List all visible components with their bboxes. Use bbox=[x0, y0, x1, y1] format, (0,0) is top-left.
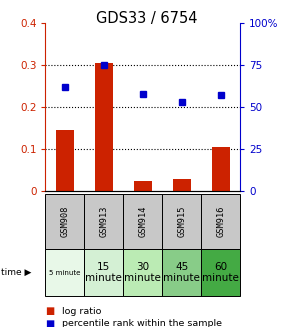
Bar bbox=[95, 63, 113, 191]
Text: ■: ■ bbox=[45, 306, 55, 316]
Text: ■: ■ bbox=[45, 319, 55, 327]
Text: GSM915: GSM915 bbox=[177, 205, 186, 237]
Text: 30
minute: 30 minute bbox=[125, 262, 161, 283]
Text: 45
minute: 45 minute bbox=[163, 262, 200, 283]
Bar bbox=[56, 130, 74, 191]
Text: time ▶: time ▶ bbox=[1, 268, 32, 277]
Text: percentile rank within the sample: percentile rank within the sample bbox=[62, 319, 222, 327]
Text: GSM908: GSM908 bbox=[60, 205, 69, 237]
Text: GDS33 / 6754: GDS33 / 6754 bbox=[96, 11, 197, 26]
Text: 5 minute: 5 minute bbox=[49, 269, 81, 276]
Bar bbox=[134, 181, 151, 191]
Bar bbox=[212, 147, 229, 191]
Text: GSM914: GSM914 bbox=[138, 205, 147, 237]
Text: GSM913: GSM913 bbox=[99, 205, 108, 237]
Text: 15
minute: 15 minute bbox=[86, 262, 122, 283]
Text: GSM916: GSM916 bbox=[216, 205, 225, 237]
Bar bbox=[173, 179, 190, 191]
Text: log ratio: log ratio bbox=[62, 307, 101, 316]
Text: 60
minute: 60 minute bbox=[202, 262, 239, 283]
